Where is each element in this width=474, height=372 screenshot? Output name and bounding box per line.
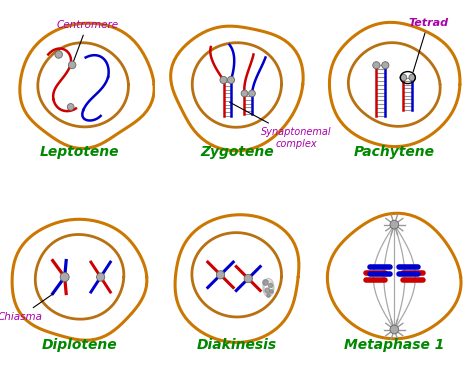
- Text: Centromere: Centromere: [56, 20, 118, 62]
- Text: Pachytene: Pachytene: [354, 145, 435, 159]
- Circle shape: [68, 61, 76, 69]
- Text: Diakinesis: Diakinesis: [197, 338, 277, 352]
- Circle shape: [400, 74, 407, 81]
- Circle shape: [382, 62, 389, 69]
- Text: Diplotene: Diplotene: [42, 338, 118, 352]
- Circle shape: [67, 103, 74, 110]
- Circle shape: [228, 76, 235, 84]
- Circle shape: [248, 90, 255, 97]
- Text: Chiasma: Chiasma: [0, 294, 54, 322]
- Text: Leptotene: Leptotene: [40, 145, 119, 159]
- Circle shape: [409, 74, 416, 81]
- Circle shape: [55, 51, 63, 58]
- Circle shape: [241, 90, 248, 97]
- Circle shape: [244, 275, 252, 283]
- Circle shape: [217, 271, 225, 279]
- Circle shape: [220, 76, 227, 84]
- Circle shape: [97, 273, 105, 281]
- Circle shape: [390, 325, 399, 334]
- Text: Synaptonemal
complex: Synaptonemal complex: [230, 102, 332, 149]
- Text: Tetrad: Tetrad: [408, 17, 448, 72]
- Text: Zygotene: Zygotene: [200, 145, 274, 159]
- Circle shape: [390, 220, 399, 229]
- Text: Metaphase 1: Metaphase 1: [344, 338, 445, 352]
- Circle shape: [60, 273, 69, 282]
- Circle shape: [373, 62, 380, 69]
